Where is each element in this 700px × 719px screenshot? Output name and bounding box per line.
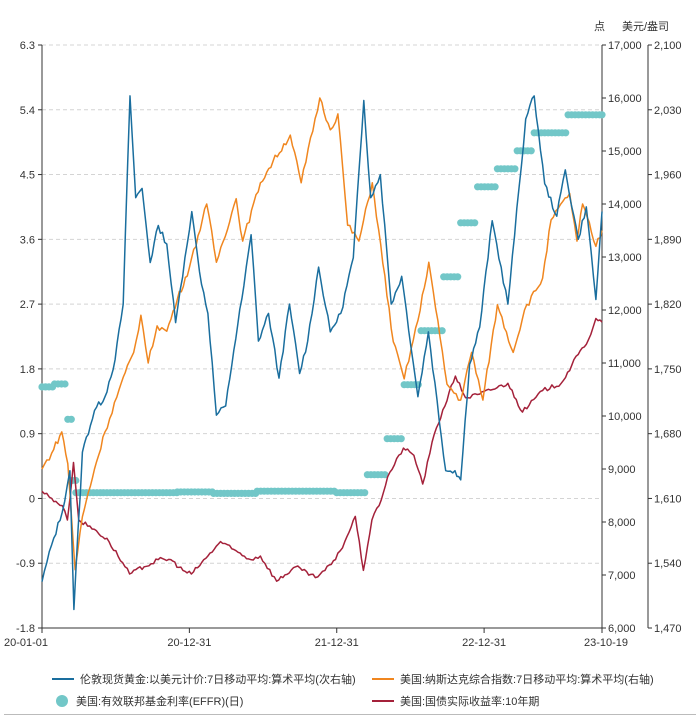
x-tick-label: 20-12-31 [167,637,211,649]
effr-point [562,129,570,137]
right-tick-label: 7,000 [608,570,636,582]
grid-lines [42,44,602,564]
bottom-divider [4,714,696,715]
right-tick-label: 14,000 [608,199,642,211]
tick-labels: -1.8 -0.9 0 0.9 1.8 2.7 3.6 4.5 5.4 6.3 6,000 7,000… [4,40,682,649]
right-outer-tick-label: 1,750 [654,364,682,376]
x-tick-label: 21-12-31 [315,637,359,649]
series-gold-line [41,95,603,611]
right-outer-tick-label: 1,610 [654,493,682,505]
right-outer-tick-label: 2,100 [654,40,682,52]
effr-point [438,327,446,335]
x-tick-label: 23-10-19 [584,637,628,649]
right-outer-tick-label: 1,820 [654,299,682,311]
right-tick-label: 10,000 [608,411,642,423]
legend-swatch-effr [56,695,68,707]
legend-item-effr: 美国:有效联邦基金利率(EFFR)(日) [52,693,372,709]
right-outer-tick-label: 1,470 [654,623,682,635]
legend-item-gold: 伦敦现货黄金:以美元计价:7日移动平均:算术平均(次右轴) [52,671,372,687]
right-outer-axis-title: 美元/盎司 [622,19,669,33]
axes: 点 美元/盎司 [41,19,669,629]
legend-label-effr: 美国:有效联邦基金利率(EFFR)(日) [76,696,244,708]
right-tick-label: 13,000 [608,252,642,264]
right-tick-label: 17,000 [608,40,642,52]
right-tick-label: 8,000 [608,517,636,529]
series-effr [38,111,606,497]
left-tick-label: 6.3 [20,40,35,52]
left-tick-label: 3.6 [20,234,35,246]
right-tick-label: 11,000 [608,358,641,370]
left-tick-label: 5.4 [20,105,35,117]
series-real-yield-line [41,317,603,582]
effr-point [598,111,606,119]
effr-point [67,415,75,423]
legend-item-real-yield: 美国:国债实际收益率:10年期 [372,693,692,709]
legend-label-real-yield: 美国:国债实际收益率:10年期 [400,696,540,708]
legend-swatch-real-yield [372,700,394,702]
left-tick-label: 0 [29,493,35,505]
right-tick-label: 16,000 [608,93,642,105]
left-tick-label: -1.8 [16,623,35,635]
effr-point [361,489,369,497]
left-tick-label: 2.7 [20,299,35,311]
effr-point [511,165,519,173]
legend-label-nasdaq: 美国:纳斯达克综合指数:7日移动平均:算术平均(右轴) [400,674,654,686]
legend-label-gold: 伦敦现货黄金:以美元计价:7日移动平均:算术平均(次右轴) [80,674,356,686]
right-tick-label: 9,000 [608,464,636,476]
left-tick-label: 1.8 [20,364,35,376]
legend-swatch-gold [52,678,74,680]
right-tick-label: 15,000 [608,146,642,158]
chart-svg: 点 美元/盎司 -1.8 -0.9 0 0.9 1.8 2.7 3.6 4.5 5.4 6.3 6,… [4,19,682,649]
left-tick-label: -0.9 [16,558,35,570]
legend: 伦敦现货黄金:以美元计价:7日移动平均:算术平均(次右轴) 美国:纳斯达克综合指… [52,668,692,712]
effr-point [491,183,499,191]
right-outer-tick-label: 1,680 [654,429,682,441]
legend-swatch-nasdaq [372,678,394,680]
effr-point [61,380,69,388]
right-tick-label: 6,000 [608,623,636,635]
effr-point [527,147,535,155]
right-axis-title: 点 [594,20,605,33]
effr-point [397,435,405,443]
left-tick-label: 4.5 [20,170,35,182]
series-layer [38,95,606,611]
effr-point [454,273,462,281]
x-tick-label: 22-12-31 [462,637,506,649]
legend-item-nasdaq: 美国:纳斯达克综合指数:7日移动平均:算术平均(右轴) [372,671,692,687]
effr-point [381,471,389,479]
right-outer-tick-label: 1,890 [654,234,682,246]
left-tick-label: 0.9 [20,429,35,441]
right-outer-tick-label: 1,960 [654,170,682,182]
right-outer-tick-label: 1,540 [654,558,682,570]
series-nasdaq-line [41,97,603,571]
x-tick-label: 20-01-01 [4,637,48,649]
effr-point [471,219,479,227]
right-outer-tick-label: 2,030 [654,105,682,117]
right-tick-label: 12,000 [608,305,642,317]
